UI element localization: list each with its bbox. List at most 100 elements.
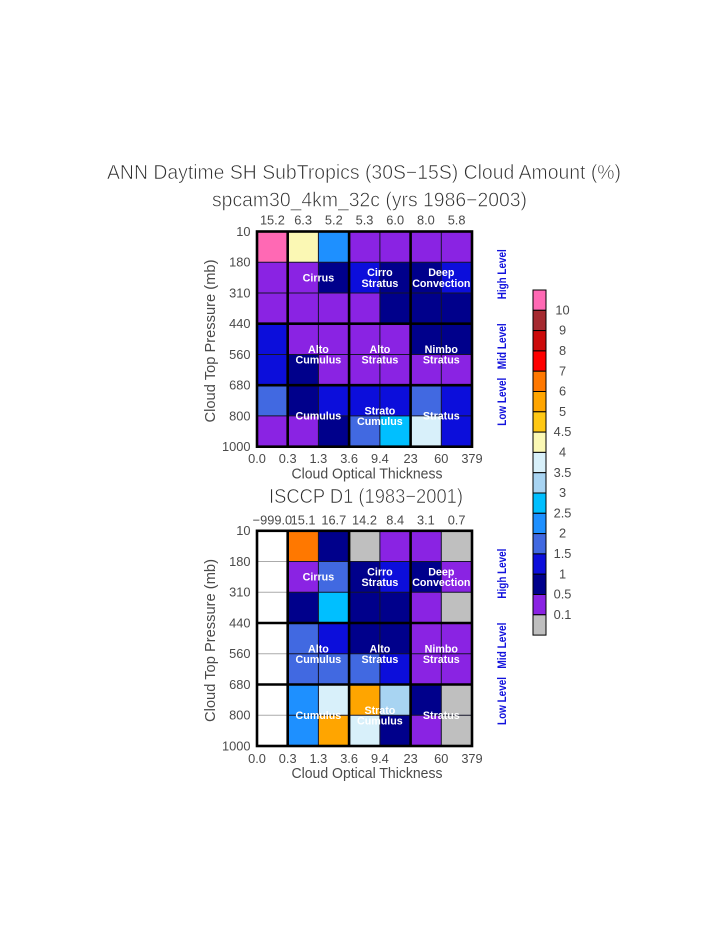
svg-text:Stratus: Stratus	[361, 355, 398, 367]
svg-text:High Level: High Level	[495, 249, 509, 299]
svg-text:10: 10	[236, 523, 250, 538]
svg-text:Mid Level: Mid Level	[495, 323, 509, 369]
svg-text:Stratus: Stratus	[423, 411, 460, 423]
svg-text:6: 6	[559, 384, 566, 399]
svg-text:180: 180	[229, 554, 250, 569]
svg-text:Cumulus: Cumulus	[296, 710, 342, 722]
svg-text:4.5: 4.5	[554, 424, 572, 439]
svg-text:5.8: 5.8	[448, 213, 466, 228]
svg-text:7: 7	[559, 363, 566, 378]
svg-text:5: 5	[559, 404, 566, 419]
svg-text:560: 560	[229, 347, 250, 362]
svg-text:310: 310	[229, 285, 250, 300]
svg-text:Stratus: Stratus	[423, 355, 460, 367]
svg-text:3.6: 3.6	[340, 451, 358, 466]
svg-text:3: 3	[559, 485, 566, 500]
svg-text:Alto: Alto	[308, 643, 329, 655]
svg-text:560: 560	[229, 646, 250, 661]
svg-text:Cirro: Cirro	[367, 267, 393, 279]
svg-text:Strato: Strato	[364, 705, 395, 717]
svg-text:5.2: 5.2	[325, 213, 343, 228]
svg-text:Stratus: Stratus	[423, 654, 460, 666]
svg-text:Cumulus: Cumulus	[357, 416, 403, 428]
svg-text:379: 379	[461, 751, 482, 766]
svg-text:0.7: 0.7	[448, 513, 466, 528]
svg-text:6.3: 6.3	[294, 213, 312, 228]
svg-text:Strato: Strato	[364, 406, 395, 418]
svg-text:Low Level: Low Level	[495, 378, 509, 426]
svg-text:1.3: 1.3	[310, 751, 328, 766]
svg-text:1000: 1000	[222, 439, 250, 454]
svg-text:6.0: 6.0	[386, 213, 404, 228]
svg-text:ANN Daytime SH SubTropics (30S: ANN Daytime SH SubTropics (30S−15S) Clou…	[107, 162, 621, 184]
svg-text:Cumulus: Cumulus	[357, 715, 403, 727]
svg-text:15.1: 15.1	[291, 513, 316, 528]
svg-text:10: 10	[236, 224, 250, 239]
svg-text:0.3: 0.3	[279, 751, 297, 766]
svg-text:14.2: 14.2	[352, 513, 377, 528]
svg-text:1.3: 1.3	[310, 451, 328, 466]
svg-text:379: 379	[461, 451, 482, 466]
svg-text:Nimbo: Nimbo	[425, 344, 459, 356]
svg-text:Alto: Alto	[308, 344, 329, 356]
svg-text:9: 9	[559, 323, 566, 338]
svg-text:1: 1	[559, 566, 566, 581]
svg-text:680: 680	[229, 378, 250, 393]
svg-text:Cirro: Cirro	[367, 567, 393, 579]
svg-text:ISCCP D1 (1983−2001): ISCCP D1 (1983−2001)	[269, 486, 463, 508]
svg-text:Deep: Deep	[428, 267, 455, 279]
svg-text:60: 60	[434, 451, 448, 466]
svg-text:3.6: 3.6	[340, 751, 358, 766]
svg-text:680: 680	[229, 677, 250, 692]
svg-text:−999.0: −999.0	[253, 513, 293, 528]
svg-text:Cloud Optical Thickness: Cloud Optical Thickness	[292, 466, 443, 483]
svg-text:Low Level: Low Level	[495, 677, 509, 725]
svg-text:800: 800	[229, 408, 250, 423]
svg-text:8: 8	[559, 343, 566, 358]
svg-text:60: 60	[434, 751, 448, 766]
svg-text:2.5: 2.5	[554, 505, 572, 520]
svg-text:Stratus: Stratus	[423, 710, 460, 722]
svg-text:Cumulus: Cumulus	[296, 411, 342, 423]
svg-text:Convection: Convection	[412, 577, 470, 589]
svg-text:Cloud Optical Thickness: Cloud Optical Thickness	[292, 765, 443, 782]
svg-text:Deep: Deep	[428, 567, 455, 579]
svg-text:Stratus: Stratus	[361, 278, 398, 290]
svg-text:High Level: High Level	[495, 549, 509, 599]
svg-text:0.5: 0.5	[554, 587, 572, 602]
svg-text:4: 4	[559, 445, 566, 460]
svg-text:9.4: 9.4	[371, 451, 389, 466]
svg-text:23: 23	[403, 751, 417, 766]
svg-text:1000: 1000	[222, 738, 250, 753]
svg-text:8.4: 8.4	[386, 513, 404, 528]
svg-text:310: 310	[229, 585, 250, 600]
svg-text:0.3: 0.3	[279, 451, 297, 466]
svg-text:0.1: 0.1	[554, 607, 572, 622]
svg-text:800: 800	[229, 708, 250, 723]
svg-text:Cumulus: Cumulus	[296, 654, 342, 666]
svg-text:Stratus: Stratus	[361, 654, 398, 666]
svg-text:Alto: Alto	[370, 344, 391, 356]
svg-text:440: 440	[229, 615, 250, 630]
svg-text:Cloud Top Pressure (mb): Cloud Top Pressure (mb)	[202, 559, 219, 722]
svg-text:10: 10	[555, 302, 569, 317]
svg-text:Alto: Alto	[370, 643, 391, 655]
svg-text:Cirrus: Cirrus	[303, 272, 335, 284]
svg-text:2: 2	[559, 526, 566, 541]
svg-text:16.7: 16.7	[321, 513, 346, 528]
svg-text:Cloud Top Pressure (mb): Cloud Top Pressure (mb)	[202, 260, 219, 423]
svg-text:8.0: 8.0	[417, 213, 435, 228]
svg-text:0.0: 0.0	[248, 451, 266, 466]
svg-text:3.1: 3.1	[417, 513, 435, 528]
svg-text:Stratus: Stratus	[361, 577, 398, 589]
svg-text:Mid Level: Mid Level	[495, 623, 509, 669]
svg-text:9.4: 9.4	[371, 751, 389, 766]
svg-text:Nimbo: Nimbo	[425, 643, 459, 655]
svg-text:23: 23	[403, 451, 417, 466]
svg-text:Cirrus: Cirrus	[303, 572, 335, 584]
svg-text:1.5: 1.5	[554, 546, 572, 561]
svg-text:spcam30_4km_32c (yrs 1986−2003: spcam30_4km_32c (yrs 1986−2003)	[212, 190, 527, 212]
svg-text:15.2: 15.2	[260, 213, 285, 228]
svg-text:Convection: Convection	[412, 278, 470, 290]
svg-text:180: 180	[229, 255, 250, 270]
